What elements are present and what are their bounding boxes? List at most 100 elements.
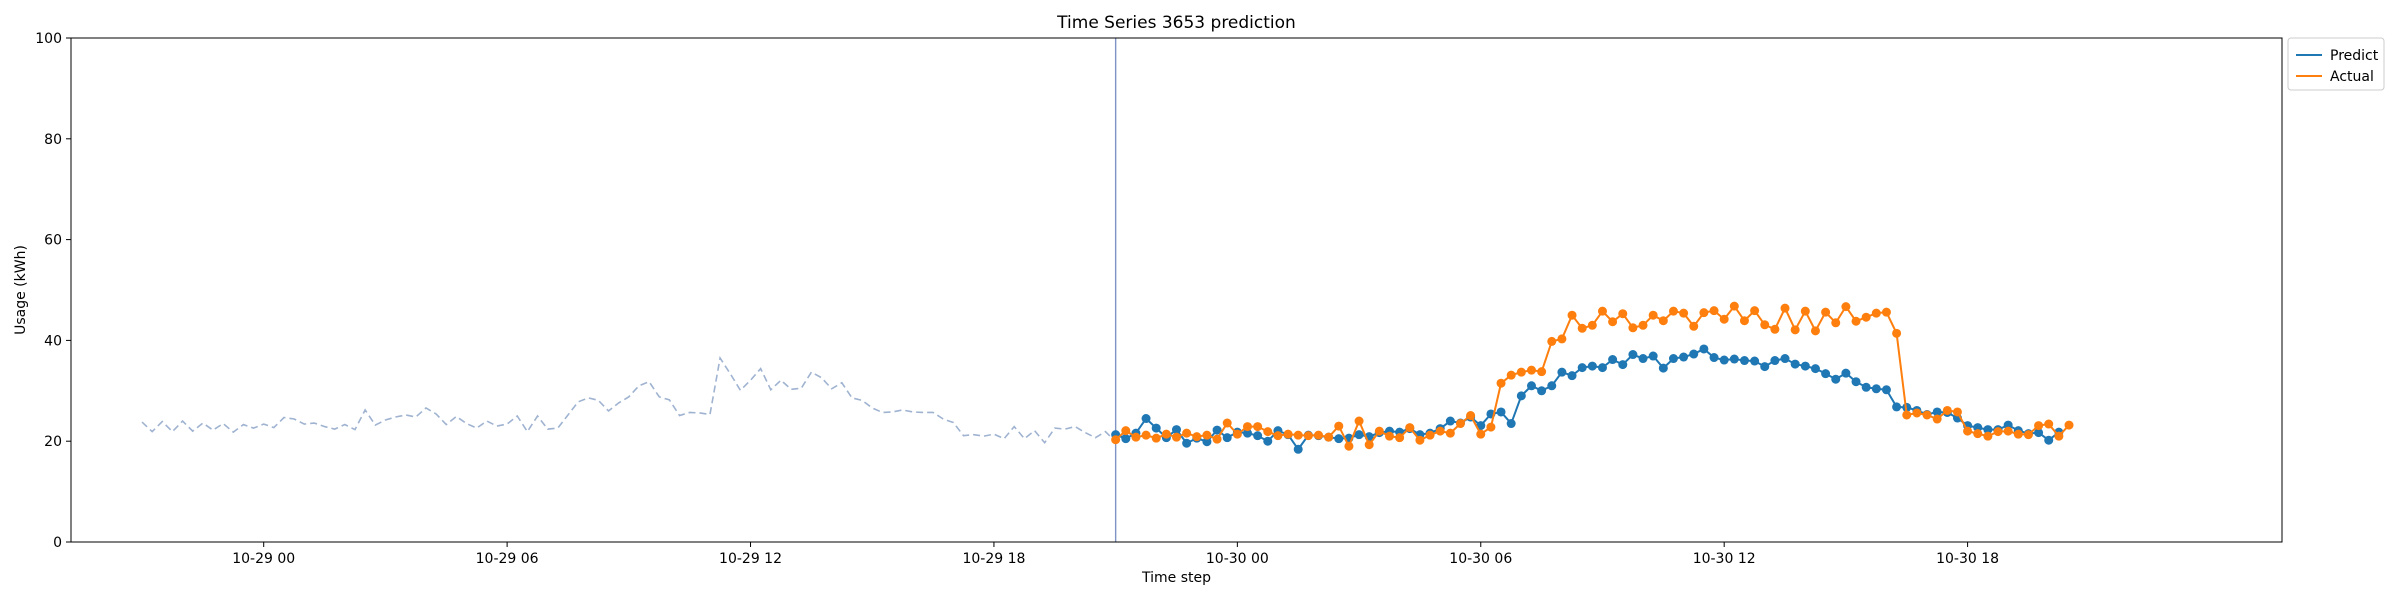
predict-point xyxy=(1658,363,1668,373)
predict-point xyxy=(1679,352,1689,362)
predict-point xyxy=(1557,367,1567,377)
actual-point xyxy=(2013,429,2023,439)
predict-point xyxy=(1222,433,1232,443)
predict-point xyxy=(1182,438,1192,448)
predict-point xyxy=(1608,355,1618,365)
y-axis-label: Usage (kWh) xyxy=(13,245,29,335)
predict-point xyxy=(1151,423,1161,433)
predict-point xyxy=(1526,381,1536,391)
predict-point xyxy=(1638,354,1648,364)
legend-label: Actual xyxy=(2330,69,2374,85)
actual-point xyxy=(1344,441,1354,451)
predict-point xyxy=(1537,386,1547,396)
actual-point xyxy=(1679,308,1689,318)
actual-point xyxy=(2064,420,2074,430)
x-tick-label: 10-29 06 xyxy=(476,551,539,567)
plot-content xyxy=(141,38,2074,542)
x-tick-label: 10-29 00 xyxy=(232,551,295,567)
predict-point xyxy=(2044,435,2054,445)
predict-point xyxy=(1668,354,1678,364)
actual-point xyxy=(1618,309,1628,319)
y-tick-label: 20 xyxy=(44,434,62,450)
predict-point xyxy=(1263,436,1273,446)
actual-point xyxy=(1506,370,1516,380)
predict-point xyxy=(1293,444,1303,454)
x-tick-label: 10-30 12 xyxy=(1693,551,1756,567)
predict-point xyxy=(1597,363,1607,373)
predict-point xyxy=(1567,371,1577,381)
predict-point xyxy=(1699,344,1709,354)
predict-point xyxy=(1841,368,1851,378)
actual-point xyxy=(1668,306,1678,316)
actual-point xyxy=(1516,367,1526,377)
actual-point xyxy=(1161,429,1171,439)
actual-point xyxy=(1587,320,1597,330)
actual-point xyxy=(1952,407,1962,417)
actual-point xyxy=(1141,430,1151,440)
actual-point xyxy=(1658,316,1668,326)
actual-point xyxy=(1567,310,1577,320)
actual-point xyxy=(1881,307,1891,317)
predict-point xyxy=(1172,425,1181,435)
actual-point xyxy=(1638,320,1648,330)
actual-point xyxy=(1455,419,1465,429)
predict-point xyxy=(1729,354,1739,364)
actual-point xyxy=(2003,426,2013,436)
actual-point xyxy=(1719,314,1729,324)
actual-point xyxy=(1111,435,1121,445)
predict-point xyxy=(1516,391,1526,401)
actual-point xyxy=(1466,411,1476,420)
actual-point xyxy=(1851,316,1861,326)
actual-point xyxy=(1435,426,1445,436)
actual-point xyxy=(1608,317,1618,327)
actual-point xyxy=(1131,432,1141,442)
actual-point xyxy=(1922,410,1932,420)
actual-point xyxy=(1810,326,1820,336)
predict-point xyxy=(1648,351,1658,361)
predict-point xyxy=(1212,425,1222,435)
predict-point xyxy=(1243,428,1252,438)
actual-point xyxy=(1354,416,1364,426)
actual-point xyxy=(1760,320,1770,330)
predict-point xyxy=(1709,353,1719,363)
predict-point xyxy=(1547,381,1557,391)
actual-point xyxy=(2034,421,2044,431)
predict-point xyxy=(1354,430,1364,440)
predict-point xyxy=(1587,361,1597,371)
x-tick-label: 10-30 06 xyxy=(1449,551,1512,567)
actual-point xyxy=(1729,301,1739,311)
actual-point xyxy=(1709,306,1719,316)
actual-point xyxy=(1121,426,1131,436)
actual-point xyxy=(1253,422,1263,432)
actual-point xyxy=(1902,410,1912,420)
actual-point xyxy=(2054,431,2064,441)
predict-point xyxy=(1983,425,1993,435)
actual-point xyxy=(1841,302,1851,312)
predict-point xyxy=(1881,385,1891,395)
actual-point xyxy=(1942,405,1952,415)
x-tick-label: 10-29 18 xyxy=(962,551,1025,567)
actual-point xyxy=(1993,427,2003,437)
actual-point xyxy=(1912,408,1922,418)
actual-point xyxy=(1983,431,1993,441)
actual-point xyxy=(1628,323,1638,333)
predict-point xyxy=(1445,416,1455,426)
actual-point xyxy=(1172,432,1181,442)
y-tick-label: 0 xyxy=(53,535,62,551)
actual-point xyxy=(1202,430,1212,440)
actual-point xyxy=(1232,429,1242,439)
predict-point xyxy=(1689,349,1699,359)
predict-point xyxy=(1253,431,1263,441)
actual-point xyxy=(1597,306,1607,316)
actual-point xyxy=(1151,433,1161,443)
actual-point xyxy=(1699,308,1709,318)
predict-point xyxy=(1141,414,1151,424)
legend: Predict Actual xyxy=(2287,37,2385,91)
actual-point xyxy=(1212,434,1222,444)
x-axis: 10-29 00 10-29 06 10-29 12 10-29 18 10-30 00… xyxy=(232,542,1999,567)
actual-point xyxy=(1222,418,1232,428)
predict-point xyxy=(1871,384,1881,394)
predict-point xyxy=(1770,356,1780,366)
actual-point xyxy=(1800,306,1810,316)
